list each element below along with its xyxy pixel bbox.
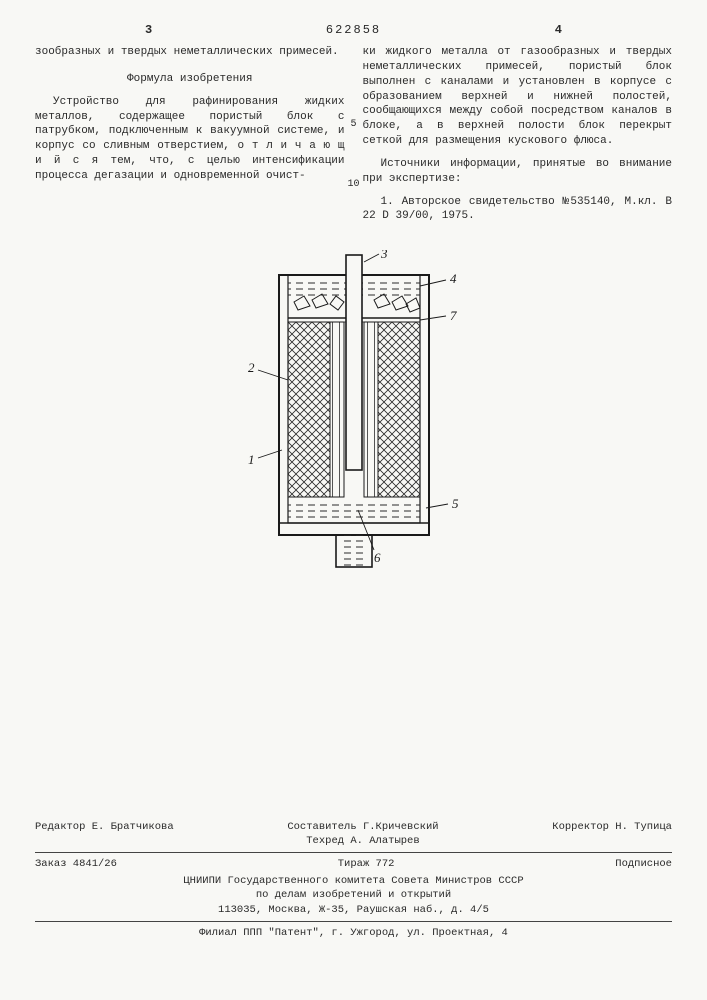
- footer: Редактор Е. Братчикова Составитель Г.Кри…: [35, 817, 672, 940]
- line-marker-5: 5: [350, 118, 356, 132]
- tirazh: Тираж 772: [338, 857, 395, 871]
- diagram-label-6: 6: [374, 550, 381, 565]
- podpisnoe: Подписное: [615, 857, 672, 871]
- formula-title: Формула изобретения: [35, 72, 345, 87]
- page-number-left: 3: [145, 22, 152, 38]
- left-para-2: Устройство для рафинирования жидких мета…: [35, 95, 345, 184]
- techred: Техред А. Алатырев: [306, 835, 419, 847]
- left-para-1: зообразных и твердых неметаллических при…: [35, 45, 345, 60]
- source-1: 1. Авторское свидетельство №535140, М.кл…: [363, 195, 673, 225]
- page-number-right: 4: [555, 22, 562, 38]
- right-column: ки жидкого металла от газообразных и тве…: [363, 45, 673, 232]
- right-para-1: ки жидкого металла от газообразных и тве…: [363, 45, 673, 149]
- left-column: зообразных и твердых неметаллических при…: [35, 45, 345, 232]
- divider-1: [35, 852, 672, 853]
- line-marker-10: 10: [347, 178, 359, 192]
- technical-diagram: 3 4 7 2 1 5 6: [224, 250, 484, 590]
- filial: Филиал ППП "Патент", г. Ужгород, ул. Про…: [35, 926, 672, 940]
- editor: Редактор Е. Братчикова: [35, 820, 174, 848]
- org-address: 113035, Москва, Ж-35, Раушская наб., д. …: [35, 903, 672, 917]
- divider-2: [35, 921, 672, 922]
- diagram-container: 3 4 7 2 1 5 6: [35, 250, 672, 590]
- document-number: 622858: [326, 22, 381, 38]
- org-line-2: по делам изобретений и открытий: [35, 888, 672, 902]
- diagram-label-7: 7: [450, 308, 457, 323]
- diagram-label-4: 4: [450, 271, 457, 286]
- sources-title: Источники информации, принятые во вниман…: [363, 157, 673, 187]
- diagram-label-3: 3: [380, 250, 388, 261]
- diagram-label-2: 2: [248, 360, 255, 375]
- compiler: Составитель Г.Кричевский: [287, 821, 438, 833]
- diagram-label-1: 1: [248, 452, 255, 467]
- org-line-1: ЦНИИПИ Государственного комитета Совета …: [35, 874, 672, 888]
- order-number: Заказ 4841/26: [35, 857, 117, 871]
- text-columns: зообразных и твердых неметаллических при…: [35, 45, 672, 232]
- corrector: Корректор Н. Тупица: [552, 820, 672, 848]
- diagram-label-5: 5: [452, 496, 459, 511]
